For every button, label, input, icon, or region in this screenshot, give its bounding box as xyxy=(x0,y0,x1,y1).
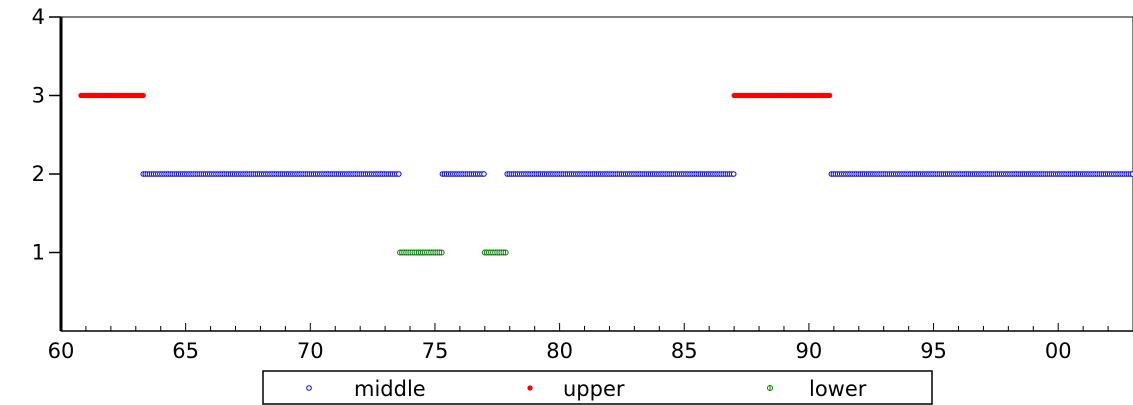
y-tick-label: 2 xyxy=(32,162,45,186)
legend: middle upper lower xyxy=(262,370,933,405)
point-middle xyxy=(481,171,487,177)
x-tick-label: 90 xyxy=(796,339,823,363)
legend-box xyxy=(262,370,933,405)
series-upper-segment xyxy=(731,92,833,99)
y-tick-label: 3 xyxy=(32,84,45,108)
series-middle-segment xyxy=(140,171,402,177)
y-tick-label: 4 xyxy=(32,5,45,29)
x-tick-label: 75 xyxy=(422,339,449,363)
point-middle xyxy=(396,171,402,177)
legend-label-upper: upper xyxy=(563,377,625,401)
x-tick-label: 95 xyxy=(920,339,947,363)
point-upper xyxy=(827,92,833,99)
y-tick-label: 1 xyxy=(32,241,45,265)
point-upper xyxy=(140,92,146,99)
series-middle-segment xyxy=(504,171,737,177)
point-middle xyxy=(730,171,737,177)
x-axis: 60 65 70 75 80 85 90 95 00 xyxy=(48,323,1133,363)
legend-marker-upper xyxy=(527,385,533,391)
series-upper xyxy=(78,92,833,99)
series-lower-segment xyxy=(397,249,445,256)
series-middle xyxy=(140,171,1133,177)
series-lower-segment xyxy=(481,249,509,256)
x-tick-label: 85 xyxy=(671,339,698,363)
legend-label-middle: middle xyxy=(354,377,426,401)
x-tick-label: 80 xyxy=(546,339,573,363)
series-middle-segment xyxy=(828,171,1133,177)
series-middle-segment xyxy=(439,171,487,177)
x-tick-label: 70 xyxy=(297,339,324,363)
series-upper-segment xyxy=(78,92,146,99)
legend-label-lower: lower xyxy=(809,377,867,401)
x-tick-label: 60 xyxy=(48,339,75,363)
x-tick-label: 00 xyxy=(1045,339,1072,363)
series-lower xyxy=(397,249,509,256)
series-layer xyxy=(78,92,1133,256)
legend-marker-middle xyxy=(306,385,312,391)
y-axis: 1 2 3 4 xyxy=(32,5,63,331)
x-tick-label: 65 xyxy=(172,339,199,363)
